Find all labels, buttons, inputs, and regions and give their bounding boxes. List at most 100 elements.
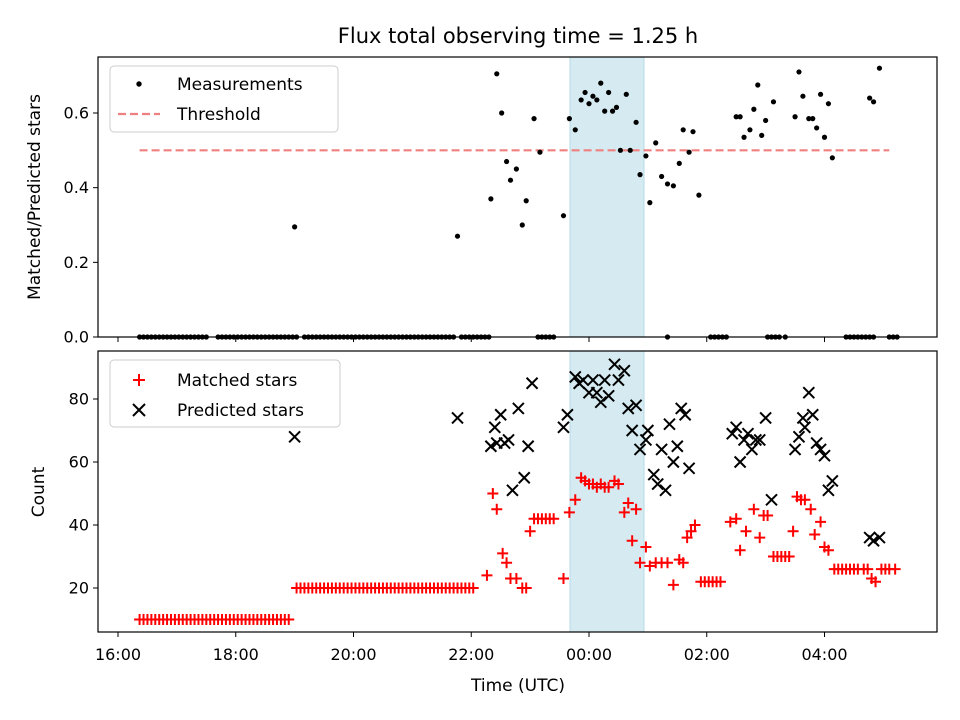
- predicted-star-point: [873, 531, 886, 544]
- measurement-point: [499, 110, 505, 116]
- bottom-legend: Matched stars Predicted stars: [109, 359, 341, 428]
- measurement-point: [676, 160, 682, 166]
- predicted-star-point: [798, 421, 812, 434]
- matched-star-point: [662, 557, 673, 569]
- matched-star-point: [681, 532, 693, 544]
- predicted-star-point: [590, 386, 604, 399]
- bottom-axes-frame: [97, 350, 938, 633]
- matched-star-point: [487, 488, 499, 499]
- matched-star-point: [618, 506, 630, 518]
- predicted-star-point: [651, 477, 664, 491]
- predicted-star-point: [502, 433, 515, 447]
- predicted-star-point: [759, 411, 772, 425]
- measurement-point: [876, 65, 883, 71]
- measurement-point: [627, 147, 633, 153]
- matched-star-point: [677, 557, 689, 569]
- measurement-point: [582, 89, 588, 96]
- legend-predicted-marker: [132, 403, 146, 417]
- predicted-star-point: [765, 493, 778, 507]
- legend-threshold-label: Threshold: [176, 105, 261, 125]
- bottom-y-tick-label: 80: [69, 390, 89, 409]
- predicted-star-point: [521, 440, 535, 453]
- measurement-point: [763, 117, 769, 124]
- measurement-point: [664, 181, 671, 187]
- matched-star-point: [603, 481, 615, 493]
- measurement-point: [810, 116, 816, 122]
- measurement-point: [292, 224, 298, 230]
- matched-star-point: [497, 547, 509, 559]
- matched-star-point: [799, 494, 811, 506]
- matched-star-point: [809, 528, 821, 540]
- chart-title: Flux total observing time = 1.25 h: [338, 24, 698, 48]
- matched-star-point: [626, 535, 638, 547]
- predicted-star-point: [288, 430, 301, 444]
- predicted-star-point: [518, 471, 531, 484]
- predicted-star-point: [818, 449, 831, 462]
- predicted-star-point: [867, 534, 880, 547]
- matched-star-point: [714, 576, 726, 588]
- predicted-star-point: [608, 358, 621, 371]
- matched-star-point: [667, 579, 679, 591]
- measurement-point: [647, 200, 653, 206]
- legend-predicted-label: Predicted stars: [177, 401, 304, 421]
- matched-star-point: [481, 569, 493, 581]
- predicted-star-point: [792, 430, 806, 444]
- matched-star-point: [754, 532, 766, 544]
- predicted-star-point: [655, 443, 668, 456]
- bottom-x-tick-label: 20:00: [330, 645, 376, 664]
- bottom-x-tick-label: 16:00: [95, 645, 141, 664]
- predicted-star-point: [625, 424, 639, 437]
- matched-star-point: [730, 513, 742, 525]
- measurement-point: [598, 80, 604, 86]
- predicted-star-point: [788, 443, 802, 456]
- measurement-point: [733, 114, 739, 120]
- matched-star-point: [862, 563, 874, 575]
- measurement-point: [578, 97, 584, 103]
- measurement-point: [507, 177, 514, 183]
- predicted-star-point: [586, 373, 600, 387]
- top-y-ticks: 0.0 0.2 0.4 0.6: [64, 104, 98, 347]
- measurement-point: [590, 93, 596, 99]
- measurement-point: [825, 101, 832, 107]
- matched-star-point: [740, 525, 752, 537]
- predicted-star-point: [663, 417, 676, 431]
- matched-star-point: [815, 516, 827, 528]
- predicted-star-point: [810, 436, 823, 450]
- measurement-point: [821, 134, 828, 140]
- predicted-star-point: [826, 474, 839, 488]
- bottom-y-ticks: 20 40 60 80: [69, 390, 98, 598]
- top-y-tick-label: 0.2: [64, 253, 89, 272]
- top-y-tick-label: 0.4: [64, 178, 89, 197]
- predicted-star-point: [671, 440, 684, 453]
- measurement-point: [690, 129, 696, 135]
- measurement-point: [560, 213, 567, 219]
- bottom-x-ticks: 16:00 18:00 20:00 22:00 00:00 02:00 04:00: [95, 632, 848, 664]
- top-x-ticks: [117, 337, 825, 342]
- measurement-point: [829, 155, 835, 161]
- predicted-star-point: [451, 411, 464, 425]
- predicted-star-point: [639, 433, 653, 447]
- measurement-point: [519, 222, 525, 228]
- bottom-x-tick-label: 02:00: [684, 645, 730, 664]
- measurement-point: [623, 91, 629, 97]
- predicted-star-point: [602, 389, 615, 403]
- predicted-star-point: [525, 377, 539, 390]
- measurement-point: [523, 198, 529, 204]
- matched-star-point: [783, 551, 795, 562]
- measurement-point: [602, 108, 608, 114]
- matched-star-point: [467, 582, 479, 594]
- measurement-point: [637, 172, 643, 178]
- measurement-point: [653, 140, 659, 146]
- predicted-star-point: [622, 402, 635, 415]
- matched-star-point: [524, 525, 536, 537]
- predicted-star-point: [598, 373, 611, 387]
- matched-star-point: [557, 573, 569, 585]
- bottom-y-tick-label: 40: [69, 516, 89, 535]
- top-y-tick-label: 0.0: [64, 328, 89, 347]
- predicted-star-point: [506, 484, 519, 497]
- matched-star-point: [622, 497, 634, 509]
- predicted-star-point: [569, 370, 582, 384]
- bottom-panel: 20 40 60 80 16:00 18:00 20:00 22:00 00:00 02:00 0…: [29, 350, 938, 696]
- predicted-star-point: [641, 424, 655, 437]
- measurement-point: [686, 149, 692, 155]
